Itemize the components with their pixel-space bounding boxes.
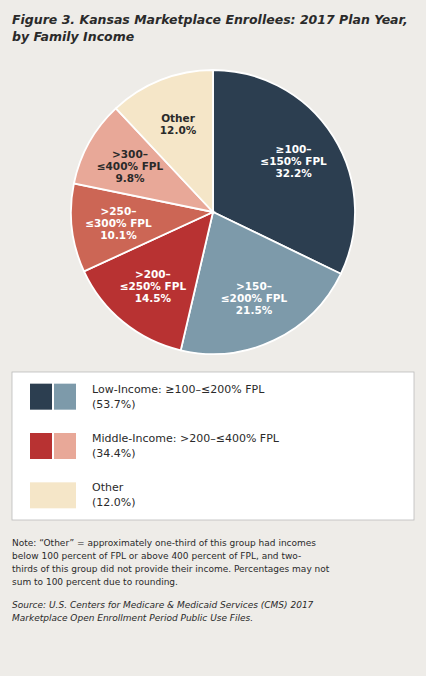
slice-label: Other12.0% — [160, 112, 197, 136]
text-line: by Family Income — [12, 29, 134, 44]
legend-swatch — [30, 433, 52, 459]
slice-category: ≤400% FPL — [97, 160, 164, 172]
slice-value: 21.5% — [236, 304, 273, 316]
slice-value: 12.0% — [160, 124, 197, 136]
note: Note: “Other” = approximately one-third … — [12, 538, 330, 587]
text-line: below 100 percent of FPL or above 400 pe… — [12, 551, 301, 561]
legend: Low-Income: ≥100–≤200% FPL (53.7%) Middle-… — [12, 372, 414, 520]
slice-label: >250–≤300% FPL10.1% — [85, 205, 152, 241]
pie-slice — [116, 70, 213, 212]
title: Figure 3. Kansas Marketplace Enrollees: … — [12, 12, 408, 44]
pie: ≥100–≤150% FPL32.2% >150–≤200% FPL21.5% >2… — [71, 70, 355, 354]
legend-sublabel: (12.0%) — [92, 496, 136, 509]
slice-label: ≥100–≤150% FPL32.2% — [260, 143, 327, 179]
slice-value: 14.5% — [135, 292, 172, 304]
slice-label: >300–≤400% FPL9.8% — [97, 148, 164, 184]
slice-value: 32.2% — [275, 167, 312, 179]
text-line: Figure 3. Kansas Marketplace Enrollees: … — [12, 12, 408, 27]
slice-category: >250– — [100, 205, 136, 217]
text-line: Marketplace Open Enrollment Period Publi… — [12, 613, 253, 623]
slice-category: ≤200% FPL — [221, 292, 288, 304]
slice-category: ≤250% FPL — [120, 280, 187, 292]
legend-label: Low-Income: ≥100–≤200% FPL — [92, 383, 265, 396]
legend-swatch — [54, 433, 76, 459]
slice-category: ≤150% FPL — [260, 155, 327, 167]
legend-sublabel: (34.4%) — [92, 447, 136, 460]
slice-category: ≥100– — [276, 143, 312, 155]
legend-label: Other — [92, 481, 124, 494]
slice-category: Other — [161, 112, 196, 124]
source: Source: U.S. Centers for Medicare & Medi… — [12, 600, 314, 623]
slice-category: >200– — [135, 268, 171, 280]
text-line: sum to 100 percent due to rounding. — [12, 577, 178, 587]
slice-value: 9.8% — [115, 172, 145, 184]
slice-label: >150–≤200% FPL21.5% — [221, 280, 288, 316]
legend-swatch — [30, 384, 52, 410]
slice-category: ≤300% FPL — [85, 217, 152, 229]
text-line: Note: “Other” = approximately one-third … — [12, 538, 316, 548]
slice-category: >150– — [236, 280, 272, 292]
legend-swatch — [54, 384, 76, 410]
slice-label: >200–≤250% FPL14.5% — [120, 268, 187, 304]
legend-sublabel: (53.7%) — [92, 398, 136, 411]
background — [0, 0, 426, 676]
chart: Figure 3. Kansas Marketplace Enrollees: … — [0, 0, 426, 676]
legend-swatch — [30, 482, 76, 508]
slice-category: >300– — [112, 148, 148, 160]
legend-label: Middle-Income: >200–≤400% FPL — [92, 432, 280, 445]
text-line: thirds of this group did not provide the… — [12, 564, 330, 574]
legend-box — [12, 372, 414, 520]
slice-value: 10.1% — [100, 229, 137, 241]
text-line: Source: U.S. Centers for Medicare & Medi… — [12, 600, 314, 610]
